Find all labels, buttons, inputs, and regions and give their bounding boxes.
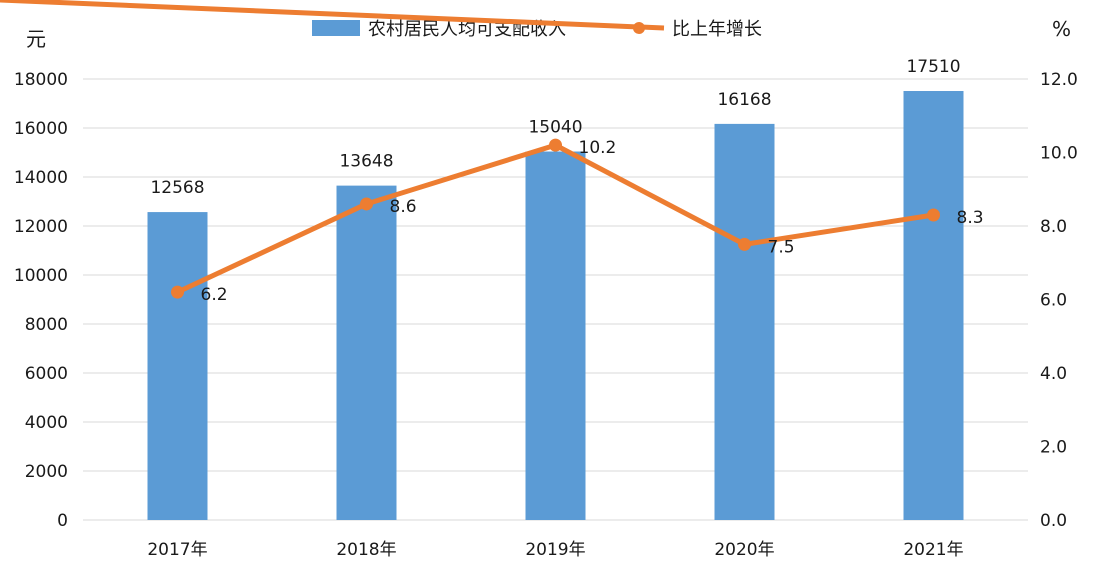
left-tick-label: 18000	[14, 70, 68, 90]
line-label: 7.5	[768, 237, 795, 257]
bar-label: 17510	[906, 57, 960, 77]
line-point	[927, 208, 940, 222]
bar	[525, 151, 586, 520]
bar-label: 16168	[717, 90, 771, 110]
x-tick-label: 2020年	[714, 540, 774, 560]
left-tick-label: 4000	[25, 413, 68, 433]
bar-label: 12568	[150, 178, 204, 198]
left-tick-label: 0	[57, 511, 68, 531]
left-tick-label: 10000	[14, 266, 68, 286]
right-tick-label: 12.0	[1040, 70, 1078, 90]
line-data-labels: 6.2 8.6 10.2 7.5 8.3	[201, 138, 984, 305]
line-point	[360, 197, 373, 211]
x-axis-ticks: 2017年 2018年 2019年 2020年 2021年	[147, 540, 963, 560]
x-tick-label: 2019年	[525, 540, 585, 560]
bar-data-labels: 12568 13648 15040 16168 17510	[150, 57, 960, 198]
left-tick-label: 14000	[14, 168, 68, 188]
bar-label: 13648	[339, 152, 393, 172]
right-tick-label: 6.0	[1040, 291, 1067, 311]
legend: 农村居民人均可支配收入 比上年增长	[0, 0, 762, 40]
x-tick-label: 2021年	[903, 540, 963, 560]
bar	[336, 185, 397, 520]
line-label: 6.2	[201, 285, 228, 305]
left-tick-label: 2000	[25, 462, 68, 482]
x-tick-label: 2017年	[147, 540, 207, 560]
right-axis-ticks: 0.0 2.0 4.0 6.0 8.0 10.0 12.0	[1040, 70, 1078, 531]
line-label: 10.2	[579, 138, 617, 158]
left-tick-label: 16000	[14, 119, 68, 139]
legend-line-marker	[633, 22, 645, 34]
line-point	[738, 237, 751, 251]
left-tick-label: 12000	[14, 217, 68, 237]
bar-label: 15040	[528, 118, 582, 138]
left-axis-ticks: 0 2000 4000 6000 8000 10000 12000 14000 16000 180…	[14, 70, 68, 531]
bar	[714, 123, 775, 520]
legend-bar-swatch	[312, 20, 360, 36]
legend-line-swatch	[0, 0, 665, 31]
right-tick-label: 8.0	[1040, 217, 1067, 237]
right-axis-unit: %	[1052, 17, 1071, 41]
bar	[147, 212, 208, 521]
right-tick-label: 2.0	[1040, 438, 1067, 458]
right-tick-label: 0.0	[1040, 511, 1067, 531]
line-point	[171, 285, 184, 299]
bar	[903, 91, 964, 520]
bar-series	[147, 91, 964, 521]
line-point	[549, 138, 562, 152]
right-tick-label: 4.0	[1040, 364, 1067, 384]
left-tick-label: 6000	[25, 364, 68, 384]
legend-line-label: 比上年增长	[672, 19, 762, 40]
x-tick-label: 2018年	[336, 540, 396, 560]
left-tick-label: 8000	[25, 315, 68, 335]
line-label: 8.6	[390, 197, 417, 217]
line-label: 8.3	[957, 208, 984, 228]
right-tick-label: 10.0	[1040, 144, 1078, 164]
left-axis-unit: 元	[26, 27, 46, 51]
line-series	[171, 138, 940, 299]
